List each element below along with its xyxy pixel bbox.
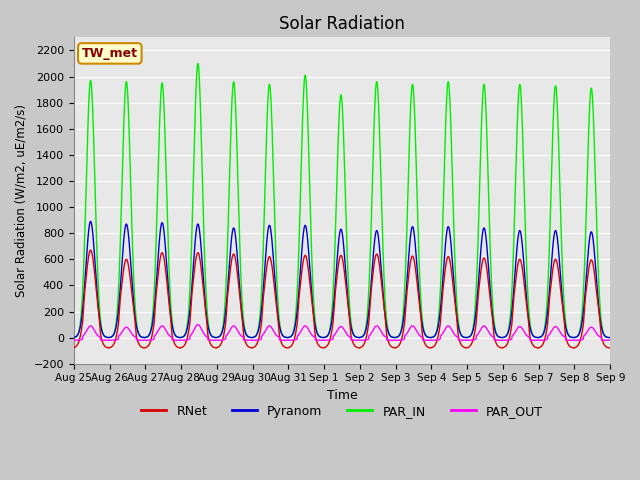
Pyranom xyxy=(462,335,470,340)
RNet xyxy=(493,341,500,347)
PAR_IN xyxy=(607,335,614,340)
X-axis label: Time: Time xyxy=(326,389,357,402)
RNet xyxy=(433,339,440,345)
RNet xyxy=(322,344,330,350)
RNet xyxy=(70,345,77,350)
PAR_OUT xyxy=(433,337,440,343)
PAR_OUT xyxy=(194,322,202,327)
Pyranom xyxy=(433,330,440,336)
PAR_OUT xyxy=(322,337,330,343)
RNet xyxy=(606,345,614,351)
PAR_IN xyxy=(70,335,77,340)
PAR_IN xyxy=(194,60,202,66)
Title: Solar Radiation: Solar Radiation xyxy=(279,15,405,33)
Line: RNet: RNet xyxy=(74,250,611,348)
PAR_OUT xyxy=(606,337,614,343)
PAR_OUT xyxy=(166,334,174,339)
PAR_OUT xyxy=(607,337,614,343)
Pyranom xyxy=(607,335,614,340)
PAR_OUT xyxy=(493,337,500,343)
Line: Pyranom: Pyranom xyxy=(74,221,611,337)
Pyranom xyxy=(322,334,330,340)
RNet xyxy=(166,311,174,316)
PAR_IN xyxy=(166,291,174,297)
PAR_IN xyxy=(606,335,614,340)
PAR_IN xyxy=(322,334,330,340)
Pyranom xyxy=(493,332,500,337)
RNet xyxy=(86,247,94,253)
PAR_IN xyxy=(493,331,500,337)
RNet xyxy=(607,345,614,351)
PAR_IN xyxy=(433,329,440,335)
RNet xyxy=(462,345,470,351)
Pyranom xyxy=(166,309,174,315)
PAR_OUT xyxy=(70,337,77,343)
Pyranom xyxy=(606,335,614,340)
Text: TW_met: TW_met xyxy=(82,47,138,60)
Pyranom xyxy=(70,335,77,340)
Legend: RNet, Pyranom, PAR_IN, PAR_OUT: RNet, Pyranom, PAR_IN, PAR_OUT xyxy=(136,400,548,423)
Pyranom xyxy=(86,218,94,224)
Line: PAR_IN: PAR_IN xyxy=(74,63,611,337)
Line: PAR_OUT: PAR_OUT xyxy=(74,324,611,340)
PAR_IN xyxy=(462,335,470,340)
Y-axis label: Solar Radiation (W/m2, uE/m2/s): Solar Radiation (W/m2, uE/m2/s) xyxy=(15,104,28,297)
PAR_OUT xyxy=(462,337,470,343)
